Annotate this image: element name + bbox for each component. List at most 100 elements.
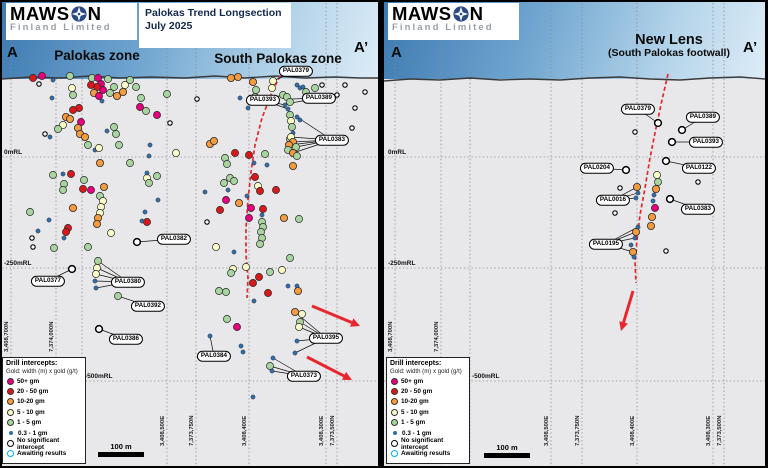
gold-intercept-dot <box>282 102 288 108</box>
panel-new-lens: 0mRL -250mRL -500mRL 3,408,700N 7,374,000N 3,… <box>384 2 765 466</box>
no-significant-intercept-dot <box>319 82 325 88</box>
gold-intercept-dot <box>264 162 270 168</box>
figure-title-line1: Palokas Trend Longsection <box>145 7 282 19</box>
gold-intercept-dot <box>69 203 78 212</box>
gold-intercept-dot <box>104 75 112 83</box>
gold-intercept-dot <box>272 186 280 194</box>
gold-intercept-dot <box>248 78 257 87</box>
gold-intercept-dot <box>215 287 223 295</box>
gold-intercept-dot <box>35 228 41 234</box>
legend-drill-intercepts: Drill intercepts: Gold: width (m) x gold… <box>2 357 86 464</box>
gold-intercept-dot <box>49 171 57 179</box>
legend-item-label: 1 - 5 gm <box>17 419 42 427</box>
gold-intercept-dot <box>245 105 251 111</box>
gold-intercept-dot <box>49 95 55 101</box>
gold-intercept-dot <box>207 333 213 339</box>
grid-coordinate-label: 3,408,300E <box>706 416 712 446</box>
legend-item-label: 5 - 10 gm <box>17 408 45 416</box>
structure-trace-dashed-line <box>245 69 284 299</box>
gold-intercept-dot <box>84 243 92 251</box>
legend-swatch-icon <box>7 440 14 448</box>
gold-intercept-dot <box>297 117 303 123</box>
gold-intercept-dot <box>67 170 75 178</box>
gold-intercept-dot <box>261 150 269 158</box>
gold-intercept-dot <box>252 86 260 94</box>
legend-item: 50+ gm <box>6 376 82 386</box>
legend-item-label: 0.3 - 1 gm <box>18 429 48 437</box>
legend-item: 1 - 5 gm <box>390 418 466 428</box>
compass-rose-icon <box>452 5 469 22</box>
legend-subtitle: Gold: width (m) x gold (g/t) <box>6 368 78 375</box>
plunge-arrow <box>622 290 635 323</box>
legend-title: Drill intercepts: <box>6 360 58 367</box>
gold-intercept-dot <box>112 130 120 138</box>
gold-intercept-dot <box>80 176 88 184</box>
legend-item-label: Awaiting results <box>401 450 451 458</box>
mawson-logo: MAWS N Finland Limited <box>388 3 519 40</box>
gold-intercept-dot <box>298 310 306 318</box>
gold-intercept-dot <box>60 171 66 177</box>
gold-intercept-dot <box>233 73 242 82</box>
gold-intercept-dot <box>222 196 230 204</box>
gold-intercept-dot <box>242 263 250 271</box>
gold-intercept-dot <box>268 84 276 92</box>
gold-intercept-dot <box>54 125 62 133</box>
gold-intercept-dot <box>302 88 310 96</box>
gold-intercept-dot <box>137 94 145 102</box>
gold-intercept-dot <box>93 219 102 228</box>
terrain-surface-line <box>384 76 765 82</box>
mawson-logo: MAWS N Finland Limited <box>6 3 137 40</box>
gold-intercept-dot <box>652 184 661 193</box>
gold-intercept-dot <box>233 323 241 331</box>
gold-intercept-dot <box>294 114 300 120</box>
gold-intercept-dot <box>61 235 67 241</box>
scale-bar-rule <box>98 452 144 457</box>
gold-intercept-dot <box>95 92 103 100</box>
logo-text-left: MAWS <box>10 3 70 24</box>
gold-intercept-dot <box>94 257 102 265</box>
no-significant-intercept-dot <box>352 105 358 111</box>
gold-intercept-dot <box>79 185 87 193</box>
legend-swatch-icon <box>391 440 398 448</box>
no-significant-intercept-dot <box>661 156 671 166</box>
gold-intercept-dot <box>647 221 656 230</box>
gold-intercept-dot <box>46 217 52 223</box>
gold-intercept-dot <box>290 307 299 316</box>
gold-intercept-dot <box>651 192 657 198</box>
gold-intercept-dot <box>119 88 128 97</box>
legend-items: 50+ gm 20 - 50 gm 10-20 gm 5 - 10 gm 1 - 5 g… <box>390 376 466 459</box>
gold-intercept-dot <box>292 350 298 356</box>
section-marker-a-prime: A’ <box>354 39 369 56</box>
gold-intercept-dot <box>251 160 257 166</box>
grid-coordinate-label: 3,408,700N <box>4 322 10 352</box>
gold-intercept-dot <box>96 158 105 167</box>
gold-intercept-dot <box>270 355 276 361</box>
zone-title-palokas: Palokas zone <box>54 48 140 63</box>
legend-swatch-icon <box>391 408 398 416</box>
gold-intercept-dot <box>62 228 70 236</box>
gold-intercept-dot <box>81 132 90 141</box>
gold-intercept-dot <box>66 115 75 124</box>
gold-intercept-dot <box>286 254 294 262</box>
gold-intercept-dot <box>132 83 140 91</box>
gold-intercept-dot <box>153 172 161 180</box>
gold-intercept-dot <box>648 212 657 221</box>
grid-coordinate-label: 7,373,500N <box>330 416 336 446</box>
gold-intercept-dot <box>629 247 638 256</box>
legend-swatch-icon <box>7 388 14 396</box>
gold-intercept-dot <box>278 266 286 274</box>
gold-intercept-dot <box>231 149 239 157</box>
gold-intercept-dot <box>264 289 272 297</box>
legend-swatch-icon <box>7 377 14 385</box>
gold-intercept-dot <box>251 298 257 304</box>
gold-intercept-dot <box>285 283 291 289</box>
legend-item: 10-20 gm <box>390 397 466 407</box>
plunge-arrow <box>306 355 345 378</box>
grid-coordinate-label: 3,408,400E <box>630 416 636 446</box>
gold-intercept-dot <box>142 107 150 115</box>
zone-title-new-lens: New Lens (South Palokas footwall) <box>608 33 730 59</box>
gold-intercept-dot <box>245 151 253 159</box>
no-significant-intercept-dot <box>665 194 675 204</box>
no-significant-intercept-dot <box>334 92 340 98</box>
gold-intercept-dot <box>285 106 291 112</box>
